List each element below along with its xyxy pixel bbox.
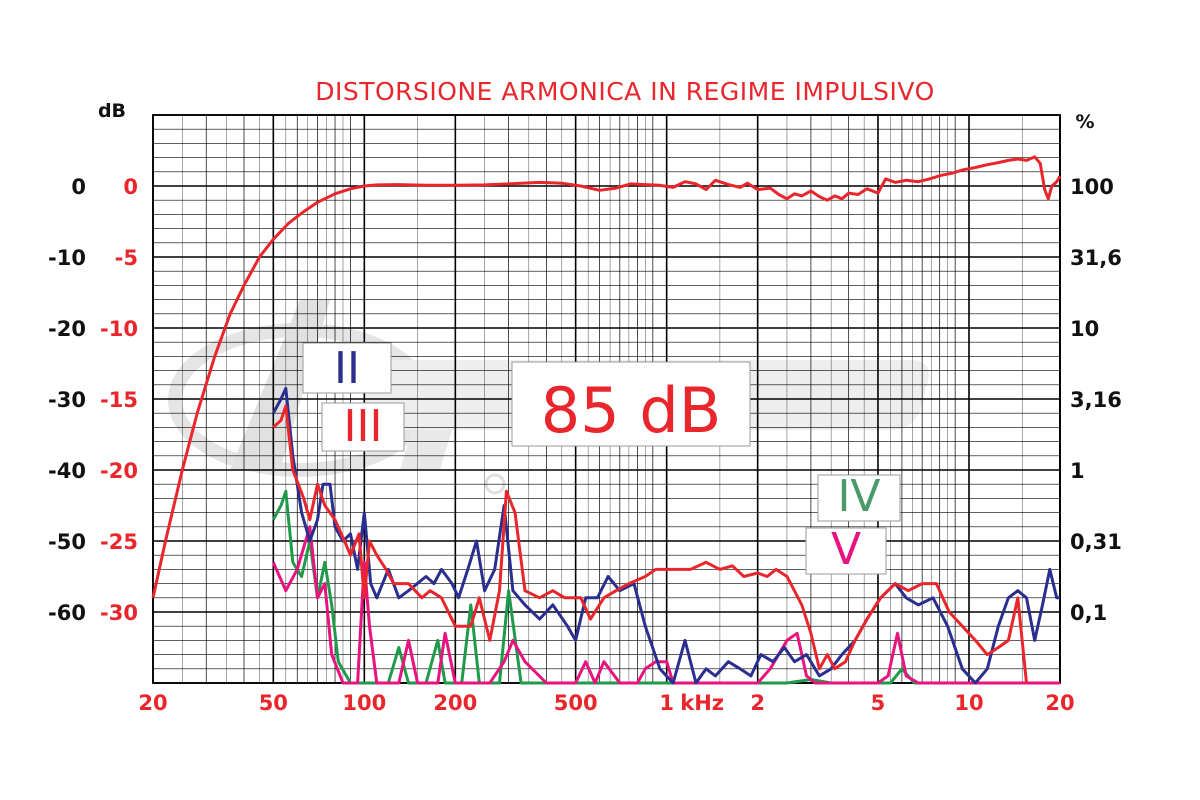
left-tick-label: -40 xyxy=(48,459,86,483)
left-tick-label: -10 xyxy=(48,246,86,270)
right-tick-label: 31,6 xyxy=(1070,246,1122,270)
x-tick-label: 10 xyxy=(954,691,983,715)
series-line-fundamental xyxy=(151,155,1062,599)
right-tick-label: 3,16 xyxy=(1070,388,1122,412)
left-tick-label: -50 xyxy=(48,530,86,554)
left-tick-label-red: -10 xyxy=(100,317,138,341)
x-tick-label: 5 xyxy=(871,691,886,715)
left-tick-label-red: -15 xyxy=(100,388,138,412)
right-axis-label: % xyxy=(1075,111,1094,133)
x-tick-label: 50 xyxy=(259,691,288,715)
label-V-box xyxy=(805,527,887,575)
label-III: III xyxy=(344,401,383,452)
label-II: II xyxy=(334,343,360,394)
right-tick-label: 10 xyxy=(1070,317,1099,341)
x-unit-label: kHz xyxy=(680,691,724,715)
annotation-85db-box xyxy=(511,361,751,447)
left-tick-label-red: 0 xyxy=(123,175,138,199)
right-tick-label: 0,1 xyxy=(1070,601,1107,625)
series-line-II xyxy=(271,386,1060,685)
x-tick-label: 100 xyxy=(342,691,386,715)
series-lines xyxy=(151,155,1062,685)
left-tick-label: -20 xyxy=(48,317,86,341)
left-tick-label-red: -5 xyxy=(115,246,138,270)
chart-title: DISTORSIONE ARMONICA IN REGIME IMPULSIVO xyxy=(315,77,935,106)
right-tick-label: 0,31 xyxy=(1070,530,1122,554)
x-tick-label: 200 xyxy=(433,691,477,715)
left-tick-label: -60 xyxy=(48,601,86,625)
x-tick-label: 20 xyxy=(138,691,167,715)
series-line-III xyxy=(272,404,1028,684)
label-IV: IV xyxy=(837,471,880,522)
left-tick-label: -30 xyxy=(48,388,86,412)
label-IV-box xyxy=(817,474,901,522)
label-V: V xyxy=(831,524,861,575)
left-axis-label: dB xyxy=(98,100,126,122)
left-tick-label-red: -20 xyxy=(100,459,138,483)
x-tick-label: 20 xyxy=(1045,691,1074,715)
right-tick-label: 100 xyxy=(1070,175,1114,199)
series-line-V xyxy=(271,525,1060,685)
left-tick-label-red: -25 xyxy=(100,530,138,554)
x-tick-label: 1 xyxy=(659,691,674,715)
x-tick-label: 2 xyxy=(750,691,765,715)
right-tick-label: 1 xyxy=(1070,459,1085,483)
x-tick-label: 500 xyxy=(554,691,598,715)
annotation-85db: 85 dB xyxy=(541,374,722,447)
left-tick-label-red: -30 xyxy=(100,601,138,625)
left-tick-label: 0 xyxy=(71,175,86,199)
label-III-box xyxy=(321,402,405,452)
axis-ticks: DISTORSIONE ARMONICA IN REGIME IMPULSIVO… xyxy=(48,77,1122,715)
label-II-box xyxy=(302,342,392,394)
